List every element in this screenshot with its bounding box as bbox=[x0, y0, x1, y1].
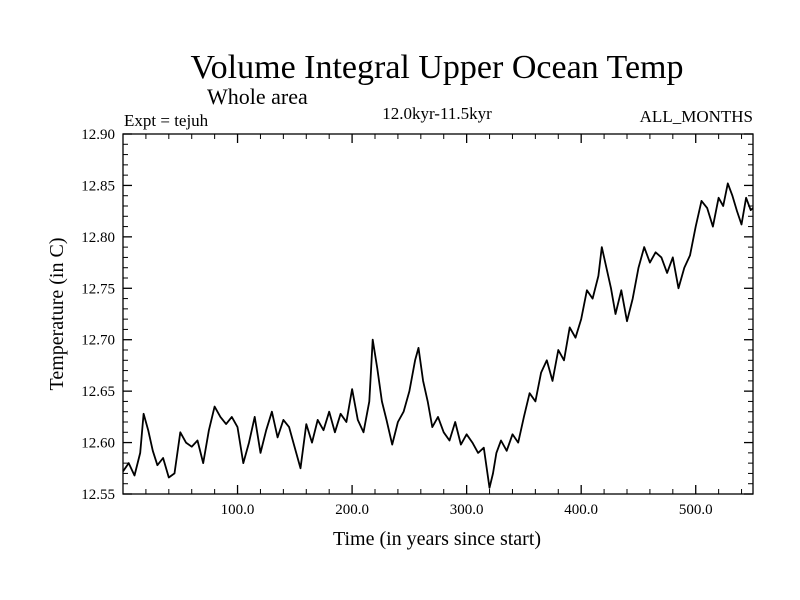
plot-frame bbox=[122, 133, 754, 495]
x-tick-label: 400.0 bbox=[564, 502, 598, 518]
y-tick-label: 12.85 bbox=[81, 178, 115, 194]
x-tick-label: 500.0 bbox=[679, 502, 713, 518]
x-tick-label: 200.0 bbox=[335, 502, 369, 518]
x-axis-label: Time (in years since start) bbox=[333, 528, 541, 550]
chart-subtitle: Whole area bbox=[207, 84, 308, 109]
x-axis-ticks: 100.0 200.0 300.0 400.0 500.0 bbox=[145, 134, 743, 518]
y-tick-label: 12.70 bbox=[81, 333, 115, 349]
y-axis-ticks: 12.55 12.60 12.65 12.70 12.75 12.80 12.85 12.90 bbox=[81, 127, 753, 503]
period-label: 12.0kyr-11.5kyr bbox=[382, 104, 492, 123]
y-tick-label: 12.80 bbox=[81, 230, 115, 246]
y-tick-label: 12.65 bbox=[81, 384, 115, 400]
y-tick-label: 12.90 bbox=[81, 127, 115, 143]
y-tick-label: 12.75 bbox=[81, 281, 115, 297]
series-line-tejuh bbox=[122, 182, 754, 489]
expt-label: Expt = tejuh bbox=[124, 111, 209, 130]
chart-title: Volume Integral Upper Ocean Temp bbox=[191, 49, 684, 86]
y-tick-label: 12.55 bbox=[81, 487, 115, 503]
y-tick-label: 12.60 bbox=[81, 436, 115, 452]
x-tick-label: 300.0 bbox=[450, 502, 484, 518]
x-tick-label: 100.0 bbox=[221, 502, 255, 518]
y-axis-label: Temperature (in C) bbox=[46, 238, 68, 391]
months-label: ALL_MONTHS bbox=[640, 107, 753, 126]
